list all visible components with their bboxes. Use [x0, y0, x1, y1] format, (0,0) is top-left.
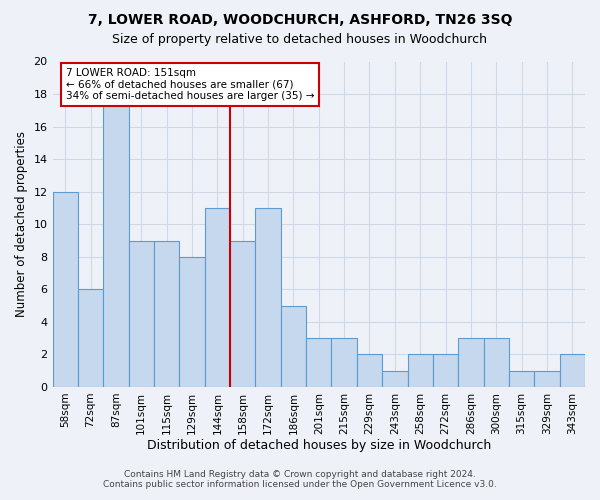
Bar [179, 257, 205, 387]
Bar [331, 338, 357, 387]
Bar [103, 78, 128, 387]
Bar [458, 338, 484, 387]
Bar [306, 338, 331, 387]
Bar [382, 370, 407, 387]
Bar [509, 370, 534, 387]
Text: Contains HM Land Registry data © Crown copyright and database right 2024.
Contai: Contains HM Land Registry data © Crown c… [103, 470, 497, 489]
Text: 7, LOWER ROAD, WOODCHURCH, ASHFORD, TN26 3SQ: 7, LOWER ROAD, WOODCHURCH, ASHFORD, TN26… [88, 12, 512, 26]
Bar [407, 354, 433, 387]
Bar [534, 370, 560, 387]
Bar [560, 354, 585, 387]
Bar [357, 354, 382, 387]
Bar [78, 290, 103, 387]
Bar [484, 338, 509, 387]
Bar [205, 208, 230, 387]
Bar [154, 240, 179, 387]
Bar [230, 240, 256, 387]
Bar [256, 208, 281, 387]
Y-axis label: Number of detached properties: Number of detached properties [15, 131, 28, 317]
Text: Size of property relative to detached houses in Woodchurch: Size of property relative to detached ho… [113, 32, 487, 46]
Bar [281, 306, 306, 387]
Bar [128, 240, 154, 387]
X-axis label: Distribution of detached houses by size in Woodchurch: Distribution of detached houses by size … [146, 440, 491, 452]
Bar [53, 192, 78, 387]
Bar [433, 354, 458, 387]
Text: 7 LOWER ROAD: 151sqm
← 66% of detached houses are smaller (67)
34% of semi-detac: 7 LOWER ROAD: 151sqm ← 66% of detached h… [66, 68, 314, 101]
